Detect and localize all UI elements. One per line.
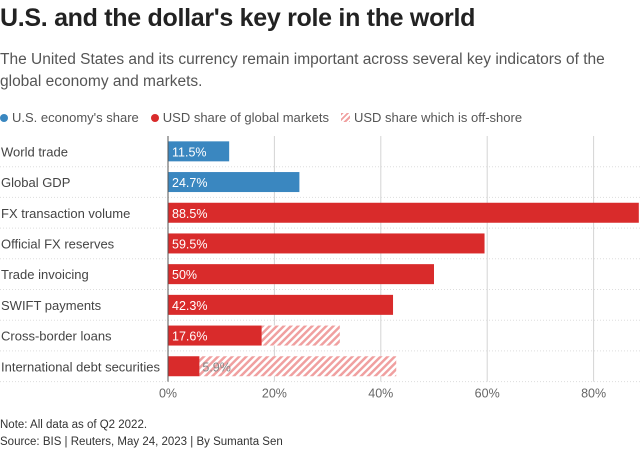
legend-item-economy: U.S. economy's share — [0, 110, 139, 125]
x-tick-label: 40% — [368, 387, 393, 401]
bar — [168, 172, 300, 193]
legend-label: USD share of global markets — [162, 110, 329, 125]
offshore-bar — [261, 325, 340, 346]
category-label: SWIFT payments — [1, 298, 102, 313]
bar — [168, 202, 639, 223]
hatch-icon — [340, 113, 350, 122]
bar — [168, 141, 230, 162]
chart-subtitle: The United States and its currency remai… — [0, 51, 605, 90]
category-label: Global GDP — [1, 175, 70, 190]
bar — [168, 356, 200, 377]
data-label: 42.3% — [172, 299, 207, 313]
notes: Note: All data as of Q2 2022. Source: BI… — [0, 417, 283, 451]
chart-title: U.S. and the dollar's key role in the wo… — [0, 4, 476, 32]
legend: U.S. economy's share USD share of global… — [0, 110, 522, 125]
legend-label: USD share which is off-shore — [353, 110, 523, 125]
x-tick-label: 80% — [581, 387, 606, 401]
bar — [168, 325, 262, 346]
data-label: 50% — [172, 268, 197, 282]
data-label: 88.5% — [172, 207, 207, 221]
source-text: Source: BIS | Reuters, May 24, 2023 | By… — [0, 436, 283, 448]
note-text: Note: All data as of Q2 2022. — [0, 419, 148, 431]
data-label: 24.7% — [172, 176, 207, 190]
legend-item-offshore: USD share which is off-shore — [340, 110, 523, 125]
red-dot-icon — [150, 113, 159, 122]
bar — [168, 233, 485, 254]
x-tick-label: 0% — [159, 387, 177, 401]
category-label: International debt securities — [1, 359, 160, 374]
data-label: 17.6% — [172, 330, 207, 344]
data-label: 11.5% — [172, 145, 207, 159]
category-label: FX transaction volume — [1, 206, 130, 221]
x-tick-label: 60% — [475, 387, 500, 401]
legend-item-markets: USD share of global markets — [150, 110, 329, 125]
category-label: Cross-border loans — [1, 329, 112, 344]
bar — [168, 294, 394, 315]
data-label: 5.9% — [202, 360, 231, 374]
offshore-bar — [199, 356, 397, 377]
data-label: 59.5% — [172, 237, 207, 251]
bar — [168, 264, 434, 285]
category-label: Trade invoicing — [1, 267, 89, 282]
legend-label: U.S. economy's share — [12, 110, 139, 125]
blue-dot-icon — [0, 113, 8, 122]
bar-chart: 0% 20% 40% 60% 80% World trade 11.5% Global GDP… — [0, 136, 640, 401]
category-label: World trade — [1, 144, 68, 159]
x-tick-label: 20% — [262, 387, 287, 401]
category-label: Official FX reserves — [1, 236, 115, 251]
